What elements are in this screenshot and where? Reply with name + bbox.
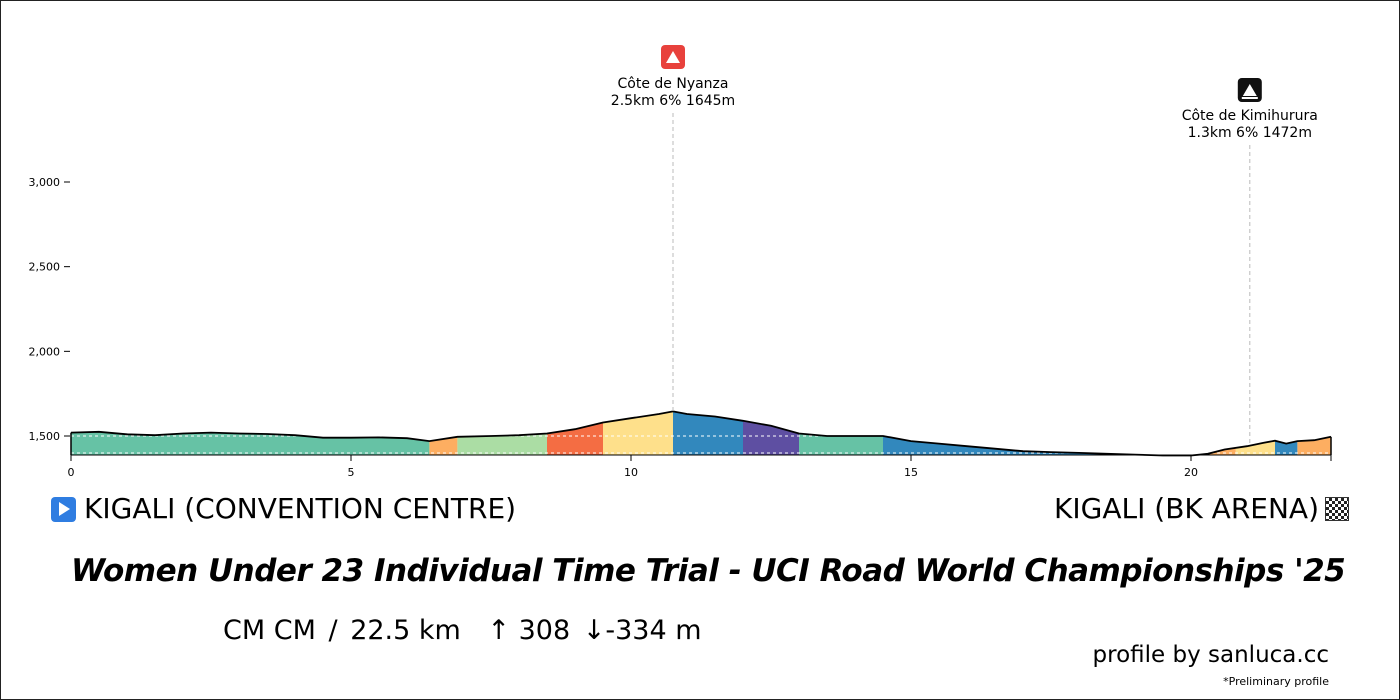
x-tick-label: 0	[68, 466, 75, 479]
climb-name: Côte de Nyanza	[618, 76, 729, 92]
elevation-gain: ↑ 308	[487, 615, 571, 646]
y-tick-label: 2,500	[29, 261, 61, 274]
checkered-flag-icon	[1325, 497, 1349, 521]
gradient-segment-4	[547, 422, 603, 455]
mountain-glyph	[666, 51, 680, 63]
stats-separator: /	[328, 615, 338, 646]
gradient-segment-11	[1235, 440, 1275, 455]
climb-stats: 2.5km 6% 1645m	[611, 93, 735, 109]
climb-name: Côte de Kimihurura	[1182, 108, 1318, 124]
x-tick-label: 20	[1184, 466, 1198, 479]
climb-stats: 1.3km 6% 1472m	[1188, 125, 1312, 141]
y-tick-label: 2,000	[29, 345, 61, 358]
mountain-base-glyph	[1241, 97, 1258, 99]
play-icon	[51, 496, 76, 522]
race-title: Women Under 23 Individual Time Trial - U…	[71, 553, 1346, 589]
gradient-segment-12	[1275, 440, 1298, 455]
x-tick-label: 5	[348, 466, 355, 479]
x-tick-label: 15	[904, 466, 918, 479]
mountain-glyph	[1242, 84, 1257, 96]
gradient-segment-2	[429, 436, 458, 455]
race-stats: CM CM / 22.5 km ↑ 308 ↓-334 m	[223, 615, 706, 646]
y-tick-label: 1,500	[29, 430, 61, 443]
gradient-segment-9	[883, 436, 1208, 456]
gradient-segment-5	[603, 411, 673, 455]
preliminary-note: *Preliminary profile	[1223, 675, 1329, 688]
gradient-segment-1	[71, 431, 430, 455]
stage-type: CM CM	[223, 615, 316, 646]
gradient-segment-3	[457, 433, 547, 455]
gradient-segment-8	[799, 433, 883, 455]
race-distance: 22.5 km	[350, 615, 461, 646]
gradient-segment-7	[743, 420, 799, 455]
start-label: KIGALI (CONVENTION CENTRE)	[84, 492, 517, 525]
finish-label: KIGALI (BK ARENA)	[1054, 492, 1319, 525]
elevation-loss: ↓-334 m	[582, 615, 702, 646]
y-tick-label: 3,000	[29, 176, 61, 189]
x-tick-label: 10	[624, 466, 638, 479]
credit-text: profile by sanluca.cc	[1092, 642, 1329, 668]
start-location: KIGALI (CONVENTION CENTRE)	[51, 491, 516, 527]
profile-line	[70, 410, 1332, 457]
finish-location: KIGALI (BK ARENA)	[1054, 491, 1349, 527]
gradient-segment-6	[673, 411, 743, 455]
